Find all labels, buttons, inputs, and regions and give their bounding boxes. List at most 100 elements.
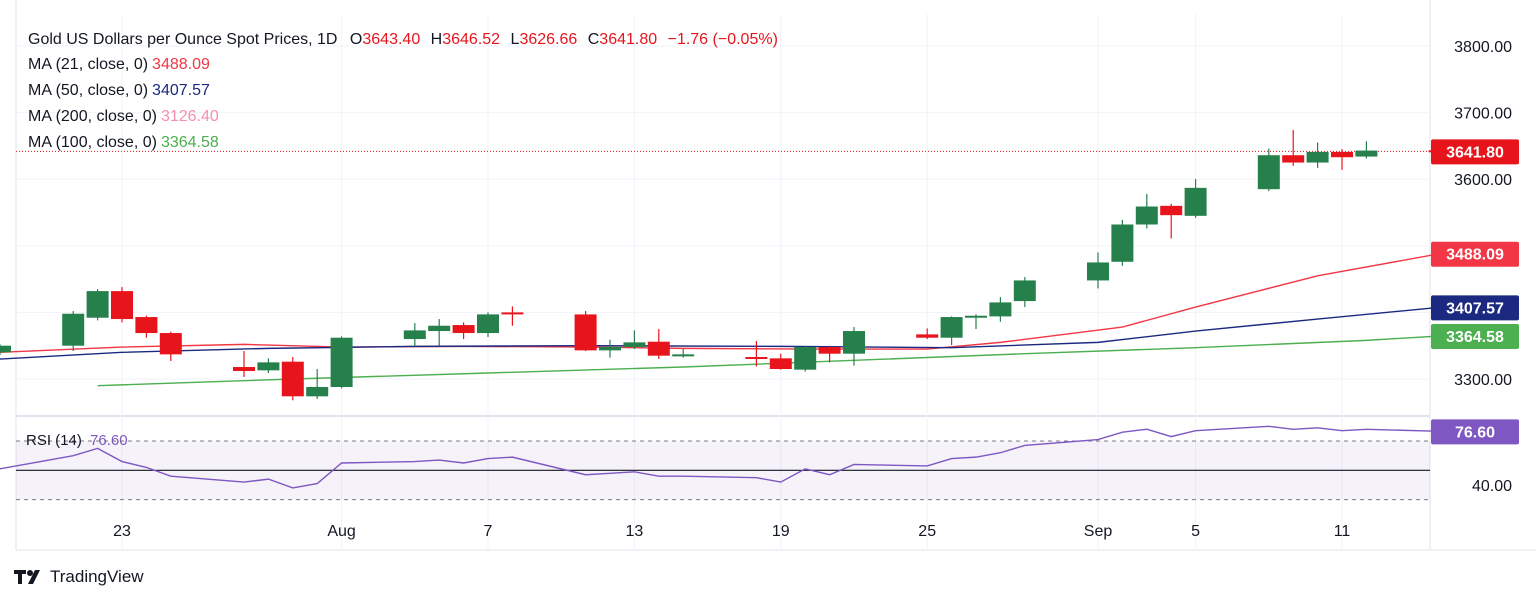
- candle: [1331, 149, 1353, 170]
- candle-body: [1111, 224, 1134, 262]
- low-label: L: [510, 31, 520, 48]
- candle-body: [1331, 151, 1353, 158]
- candle: [233, 351, 255, 378]
- candle: [989, 297, 1012, 322]
- candle-body: [403, 330, 426, 340]
- candle-body: [1160, 205, 1183, 216]
- price-label-1-text: 3488.09: [1446, 247, 1504, 264]
- candle-body: [940, 317, 963, 338]
- high-value: 3646.52: [442, 31, 501, 48]
- ma50-legend[interactable]: MA (50, close, 0) 3407.57: [28, 81, 210, 101]
- price-label-0-bg: [1431, 139, 1519, 165]
- candle-body: [1282, 155, 1305, 163]
- candle: [0, 344, 11, 356]
- tradingview-brand[interactable]: TradingView: [14, 567, 144, 587]
- rsi-line: [0, 425, 1440, 489]
- candle: [477, 312, 499, 338]
- candle-body: [1135, 206, 1158, 225]
- candle: [916, 328, 939, 340]
- moving-average-lines: [0, 150, 1440, 387]
- candle-body: [62, 313, 85, 346]
- candle: [794, 345, 817, 372]
- candle-body: [769, 358, 792, 370]
- rsi-legend[interactable]: RSI (14) 76.60: [26, 432, 128, 449]
- candle-body: [989, 302, 1012, 317]
- rsi-label: RSI (14): [26, 432, 82, 449]
- rsi-pane: [0, 425, 1440, 501]
- price-label-2-bg: [1431, 295, 1519, 321]
- x-tick-label: 13: [626, 523, 644, 540]
- ma50-value: 3407.57: [152, 82, 210, 99]
- candle: [306, 369, 329, 399]
- candle-body: [647, 341, 670, 356]
- candle-body: [672, 354, 695, 357]
- y-tick-label: 3800.00: [1454, 39, 1512, 56]
- candle: [574, 311, 597, 352]
- candle-body: [1306, 151, 1329, 163]
- candle-body: [1013, 280, 1036, 302]
- chart-title: Gold US Dollars per Ounce Spot Prices, 1…: [28, 31, 338, 48]
- candle: [62, 311, 85, 352]
- candle-body: [452, 325, 475, 334]
- candle-body: [623, 342, 646, 348]
- price-label-3: 3364.58: [1431, 323, 1519, 349]
- ma21-legend[interactable]: MA (21, close, 0) 3488.09: [28, 55, 210, 75]
- candle-body: [306, 386, 329, 397]
- y-tick-label: 3300.00: [1454, 372, 1512, 389]
- candle: [428, 319, 451, 346]
- ma100-value: 3364.58: [160, 134, 219, 151]
- close-value: 3641.80: [599, 31, 658, 48]
- candle: [818, 345, 841, 363]
- ma100-legend[interactable]: MA (100, close, 0) 3364.58: [28, 133, 219, 153]
- candle-body: [233, 367, 255, 372]
- candle-body: [330, 337, 353, 387]
- candle-body: [745, 357, 768, 360]
- candle: [1111, 219, 1134, 266]
- candle-body: [1184, 187, 1207, 216]
- price-label-0-text: 3641.80: [1446, 144, 1504, 161]
- candle: [281, 357, 304, 401]
- candle: [1135, 193, 1158, 229]
- candle: [1013, 277, 1036, 308]
- price-label-2: 3407.57: [1431, 295, 1519, 321]
- low-value: 3626.66: [519, 31, 578, 48]
- time-axis[interactable]: 23 Aug 7 13 19 25 Sep 5 11: [113, 523, 1350, 540]
- rsi-price-label: 76.60: [1431, 419, 1519, 445]
- open-value: 3643.40: [362, 31, 421, 48]
- candle: [1282, 129, 1305, 166]
- candle: [769, 353, 792, 370]
- y-tick-label: 3700.00: [1454, 106, 1512, 123]
- candle-body: [0, 345, 11, 353]
- price-label-3-bg: [1431, 323, 1519, 349]
- price-label-0: 3641.80: [1431, 139, 1519, 165]
- candle: [647, 329, 670, 360]
- ma100-label: MA (100, close, 0): [28, 134, 157, 151]
- ma21-value: 3488.09: [152, 56, 210, 73]
- candle: [1355, 141, 1378, 159]
- y-tick-label: 3600.00: [1454, 172, 1512, 189]
- candle: [672, 349, 695, 358]
- candle-body: [574, 314, 597, 351]
- candle-body: [818, 347, 841, 354]
- x-tick-label: Aug: [327, 523, 355, 540]
- candle: [111, 287, 133, 323]
- candle: [1160, 203, 1183, 239]
- candle-body: [965, 315, 987, 318]
- x-tick-label: 25: [918, 523, 936, 540]
- ma-line-0: [0, 253, 1440, 354]
- ma200-legend[interactable]: MA (200, close, 0) 3126.40: [28, 107, 219, 127]
- high-label: H: [430, 31, 443, 48]
- candle-body: [916, 334, 939, 338]
- candle: [599, 339, 621, 358]
- ma200-label: MA (200, close, 0): [28, 108, 157, 125]
- candle-body: [1355, 150, 1378, 157]
- candle: [1306, 142, 1329, 168]
- rsi-price-label-text: 76.60: [1455, 424, 1495, 441]
- candle-body: [843, 331, 865, 354]
- ma200-value: 3126.40: [160, 108, 219, 125]
- candle-body: [501, 312, 524, 315]
- ma50-label: MA (50, close, 0): [28, 82, 149, 99]
- x-tick-label: 5: [1191, 523, 1200, 540]
- price-axis[interactable]: 3800.00 3700.00 3600.00 3300.00 40.00: [1454, 39, 1512, 495]
